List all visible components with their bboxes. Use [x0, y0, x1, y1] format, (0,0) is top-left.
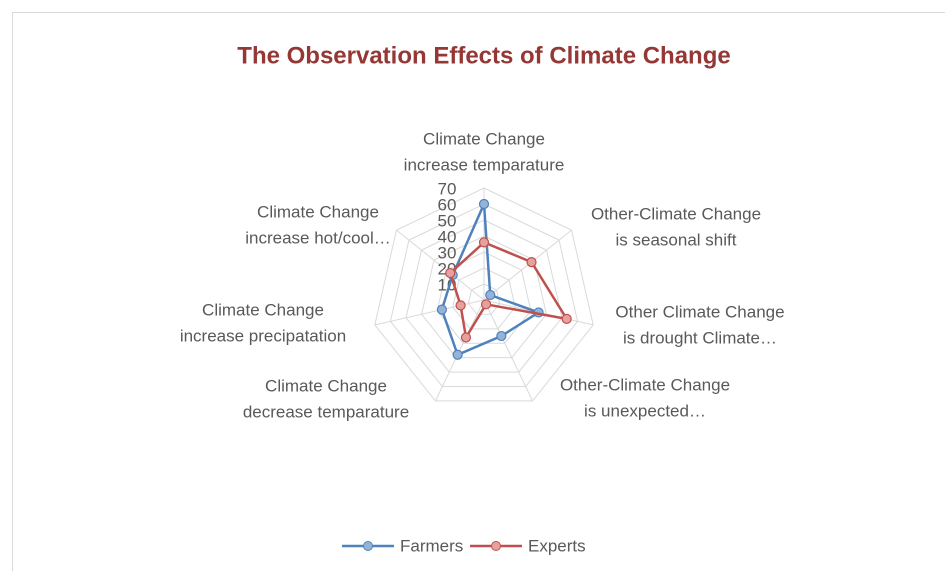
grid-ring	[389, 203, 579, 387]
axis-spoke	[483, 299, 534, 402]
r-tick-label: 70	[438, 179, 457, 198]
chart-title: The Observation Effects of Climate Chang…	[237, 42, 730, 69]
grid-ring	[405, 219, 563, 373]
grid-ring	[467, 283, 501, 315]
category-label: increase temparature	[404, 155, 565, 174]
category-label: increase precipatation	[180, 326, 346, 345]
chart-frame	[12, 12, 945, 571]
category-label: Climate Change	[202, 300, 324, 319]
data-point	[496, 330, 507, 342]
series-line	[440, 203, 542, 357]
category-label: is seasonal shift	[616, 230, 737, 249]
category-label: decrease temparature	[243, 402, 409, 421]
category-label: is unexpected…	[584, 401, 706, 420]
series-line	[448, 240, 570, 342]
data-point	[485, 289, 496, 301]
legend-marker	[363, 541, 373, 551]
legend-label: Farmers	[400, 536, 463, 555]
grid-ring	[374, 187, 594, 402]
axis-spoke	[396, 229, 485, 301]
category-label: increase hot/cool…	[245, 228, 391, 247]
data-point	[478, 198, 490, 210]
legend-marker	[491, 541, 501, 551]
r-tick-label: 60	[438, 195, 457, 214]
data-point	[480, 299, 492, 310]
data-point	[455, 300, 466, 311]
legend-label: Experts	[528, 536, 586, 555]
category-label: Other-Climate Change	[591, 204, 761, 223]
data-point	[478, 237, 490, 248]
category-label: Other-Climate Change	[560, 375, 730, 394]
r-tick-label: 30	[438, 243, 457, 262]
data-point	[436, 304, 447, 315]
category-label: is drought Climate…	[623, 328, 777, 347]
data-point	[561, 313, 572, 324]
data-point	[452, 349, 463, 360]
r-tick-label: 50	[438, 211, 457, 230]
category-label: Climate Change	[265, 376, 387, 395]
category-label: Climate Change	[423, 129, 545, 148]
category-label: Climate Change	[257, 202, 379, 221]
data-point	[526, 256, 537, 268]
grid-ring	[452, 267, 516, 330]
r-tick-label: 40	[438, 227, 457, 246]
axis-spoke	[374, 299, 485, 326]
data-point	[460, 332, 472, 343]
data-point	[445, 267, 456, 279]
category-label: Other Climate Change	[615, 302, 784, 321]
